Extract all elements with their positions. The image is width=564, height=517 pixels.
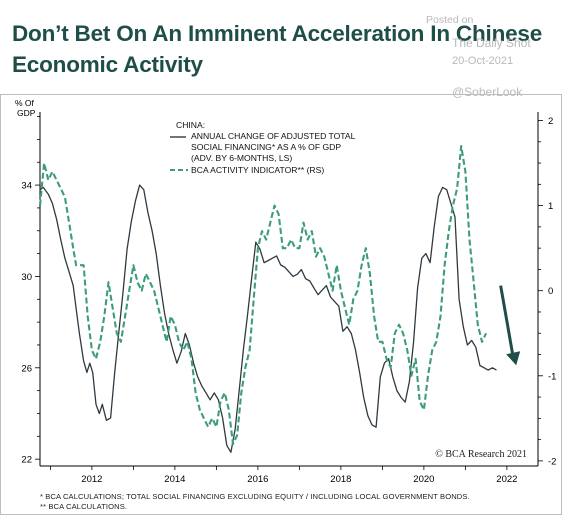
chart-title: Don’t Bet On An Imminent Acceleration In…: [12, 21, 543, 77]
annotation-arrow-shaft: [499, 285, 515, 358]
copyright-label: © BCA Research 2021: [435, 449, 527, 460]
left-tick-label: 22: [21, 455, 32, 466]
right-tick-label: -1: [548, 371, 556, 382]
x-tick-label: 2020: [413, 474, 434, 485]
left-tick-label: 26: [21, 363, 32, 374]
series-line-activity-indicator: [38, 144, 488, 445]
series-line-social-financing: [39, 184, 497, 453]
legend-label-line4: BCA ACTIVITY INDICATOR** (RS): [191, 165, 324, 175]
watermark-source: The Daily Shot: [452, 36, 531, 50]
annotation-arrow-head: [506, 351, 521, 366]
chart-axes: % Of GDP 22 26 30 34 -2 -1 0 1 2 2012 2014 2016 2018 20…: [15, 98, 556, 485]
watermark-handle: @SoberLook: [452, 85, 523, 99]
legend-label-line1: ANNUAL CHANGE OF ADJUSTED TOTAL: [191, 131, 356, 141]
x-tick-label: 2014: [164, 474, 185, 485]
left-axis-label-line1: % Of: [15, 98, 35, 108]
footnote-2: ** BCA CALCULATIONS.: [40, 502, 128, 511]
footnote-1: * BCA CALCULATIONS; TOTAL SOCIAL FINANCI…: [40, 492, 470, 501]
left-axis-label-line2: GDP: [17, 108, 36, 118]
x-tick-label: 2022: [496, 474, 517, 485]
right-tick-label: -2: [548, 456, 556, 467]
x-tick-label: 2012: [81, 474, 102, 485]
legend-label-line2: SOCIAL FINANCING* AS A % OF GDP: [191, 142, 341, 152]
left-tick-label: 34: [21, 181, 32, 192]
right-tick-label: 1: [548, 201, 553, 212]
watermark-posted: Posted on: [426, 14, 474, 26]
legend-label-line3: (ADV. BY 6-MONTHS, LS): [191, 153, 292, 163]
x-tick-label: 2016: [247, 474, 268, 485]
chart-legend: CHINA:ANNUAL CHANGE OF ADJUSTED TOTALSOC…: [170, 120, 527, 460]
watermark-date: 20-Oct-2021: [452, 55, 514, 67]
left-axis-label: % Of GDP: [15, 98, 36, 118]
right-tick-label: 2: [548, 116, 553, 127]
legend-header: CHINA:: [176, 120, 205, 130]
x-tick-label: 2018: [330, 474, 351, 485]
right-tick-label: 0: [548, 286, 553, 297]
chart-frame: [0, 94, 562, 515]
left-tick-label: 30: [21, 272, 32, 283]
chart-series: [38, 144, 521, 453]
